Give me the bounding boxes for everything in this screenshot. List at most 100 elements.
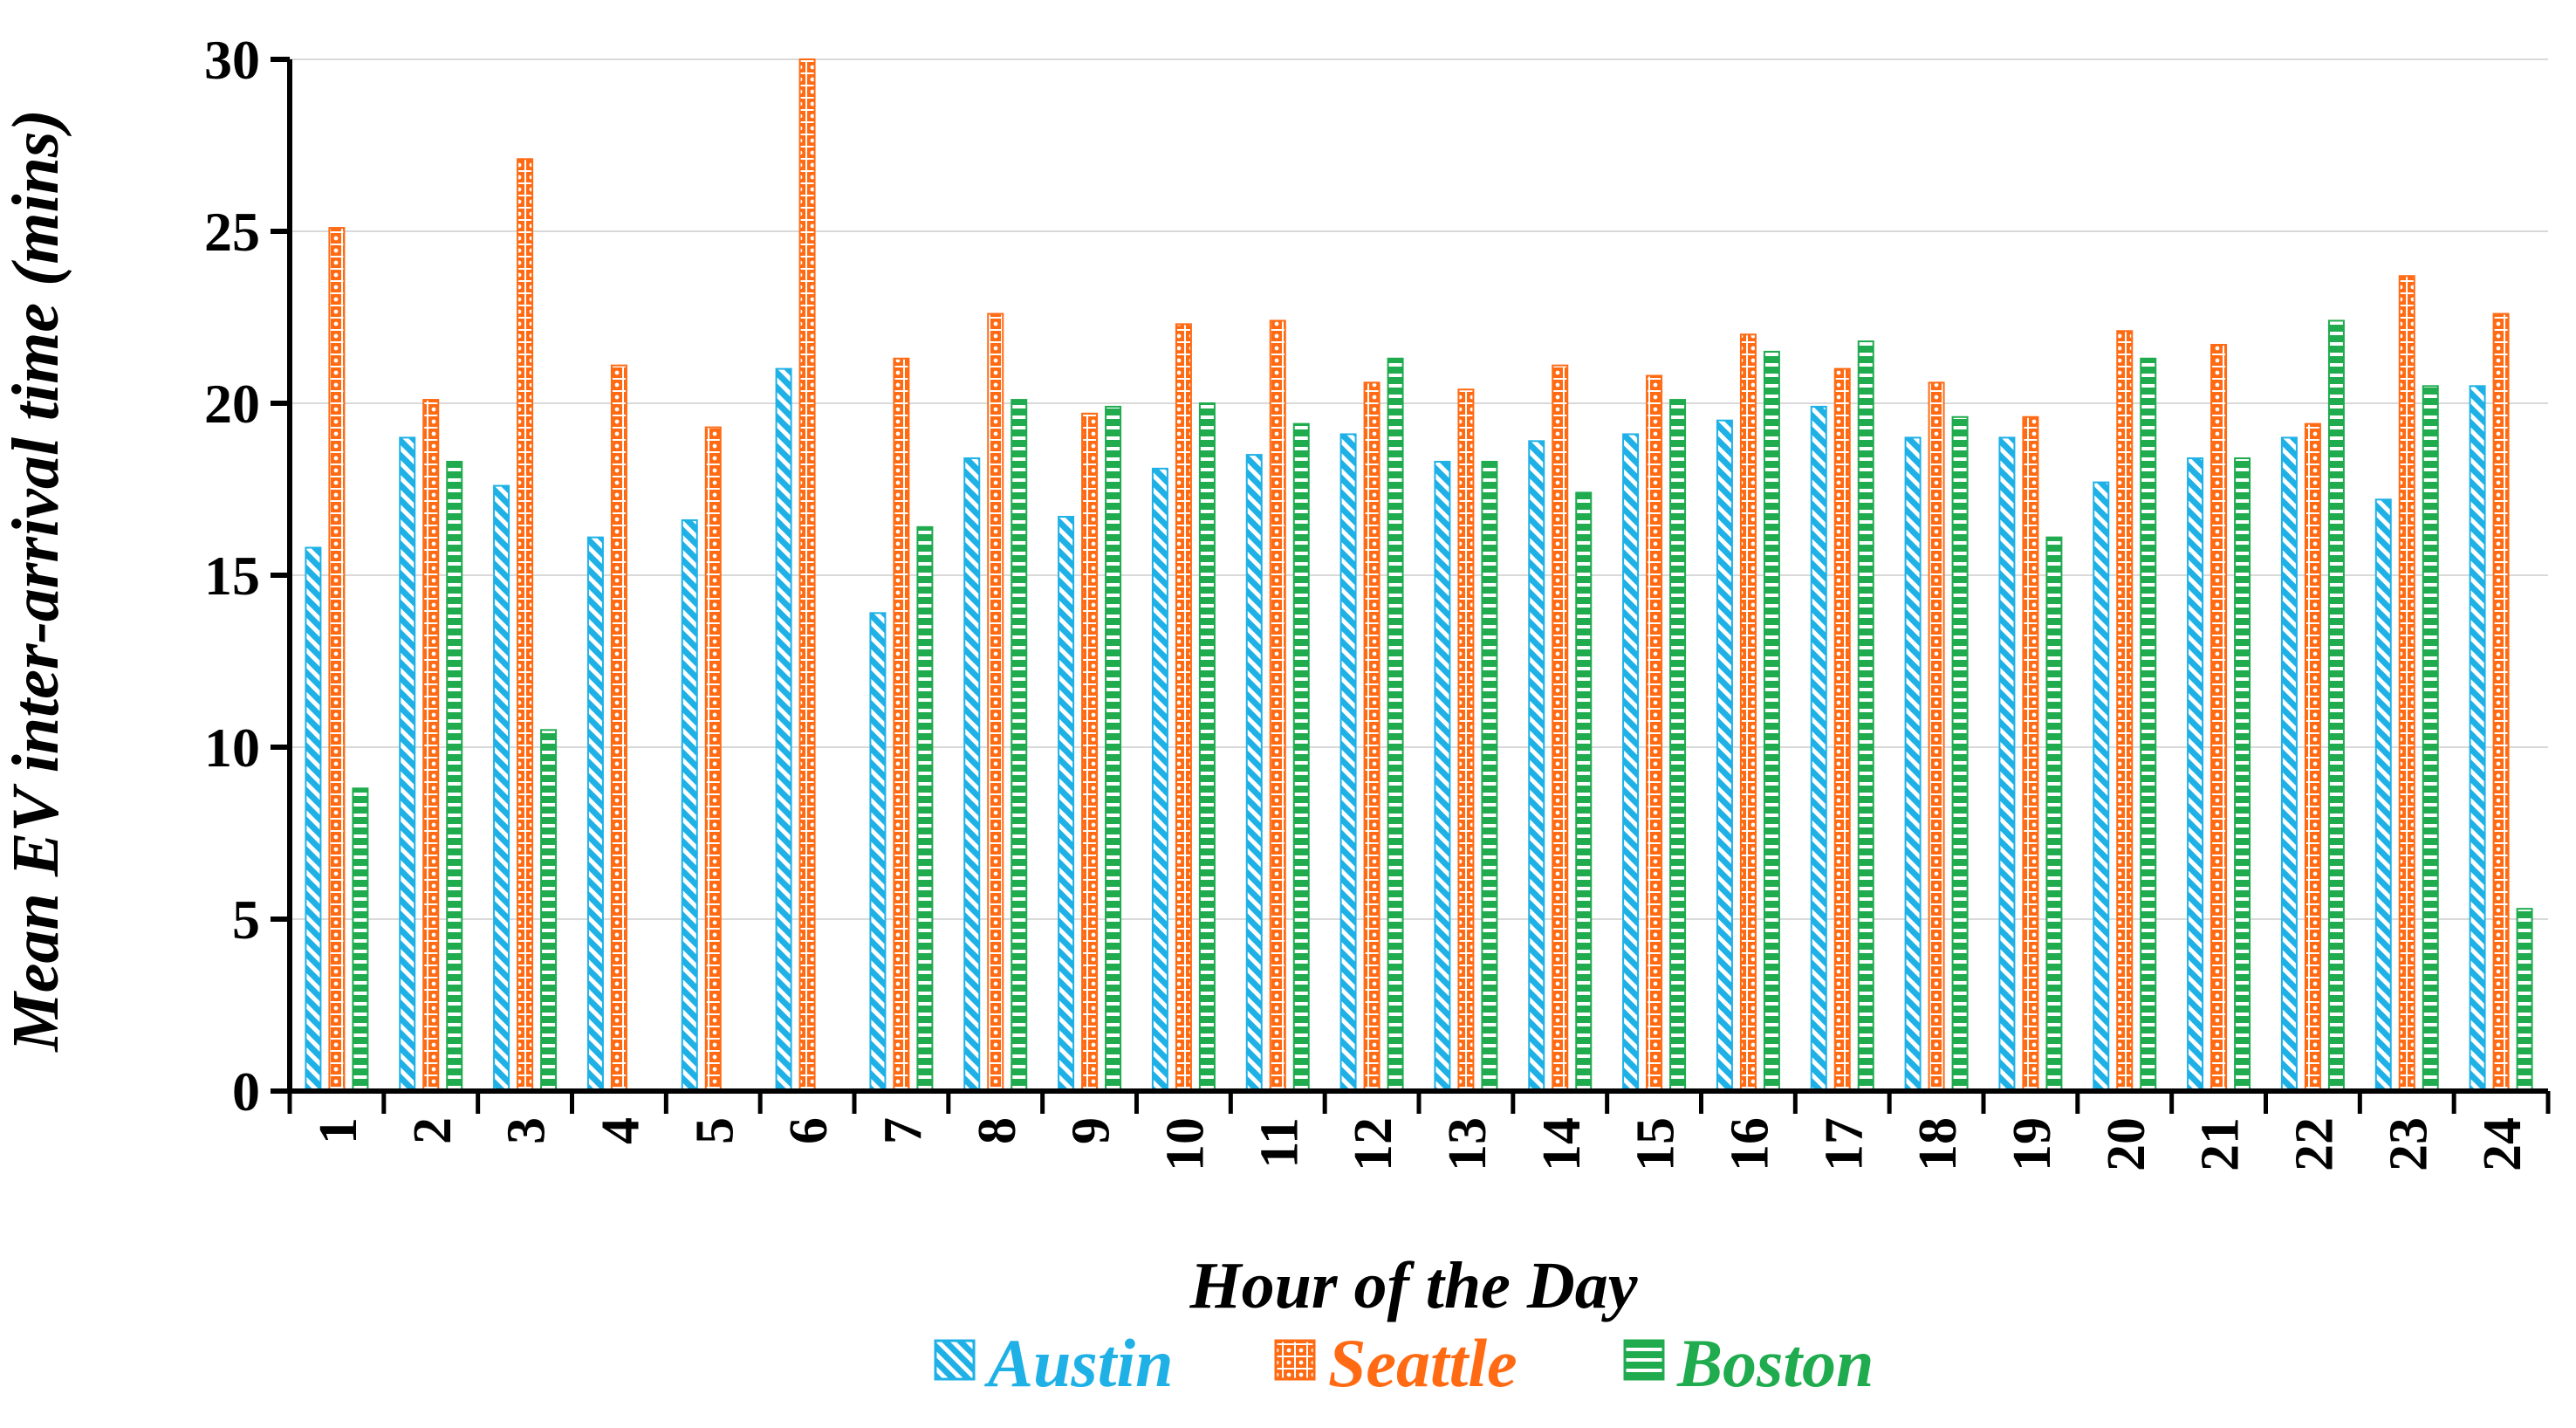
bar-seattle-12 bbox=[1363, 381, 1380, 1092]
bar-boston-17 bbox=[1857, 340, 1874, 1092]
bar-austin-5 bbox=[681, 518, 698, 1092]
bar-seattle-2 bbox=[422, 399, 440, 1092]
x-tick-label: 22 bbox=[2285, 1117, 2344, 1171]
x-tick-label: 17 bbox=[1814, 1117, 1874, 1171]
x-tick-label: 7 bbox=[874, 1117, 933, 1144]
y-tick-label: 15 bbox=[204, 545, 260, 607]
bar-austin-24 bbox=[2469, 385, 2486, 1092]
legend-swatch-austin bbox=[934, 1339, 976, 1381]
bar-austin-18 bbox=[1904, 436, 1922, 1092]
bar-seattle-13 bbox=[1457, 388, 1475, 1092]
bar-austin-21 bbox=[2187, 457, 2204, 1092]
bar-seattle-7 bbox=[893, 357, 910, 1092]
x-tick-label: 20 bbox=[2097, 1117, 2156, 1171]
bar-austin-23 bbox=[2374, 498, 2392, 1092]
bar-boston-11 bbox=[1292, 422, 1310, 1092]
bar-boston-21 bbox=[2234, 457, 2251, 1092]
x-tick-label: 18 bbox=[1908, 1117, 1968, 1171]
bar-austin-3 bbox=[493, 484, 510, 1092]
bar-austin-11 bbox=[1245, 454, 1263, 1092]
bar-austin-6 bbox=[775, 367, 792, 1093]
bar-austin-4 bbox=[586, 536, 604, 1092]
bar-austin-20 bbox=[2093, 481, 2110, 1092]
bar-boston-8 bbox=[1011, 399, 1028, 1092]
y-tick-label: 20 bbox=[204, 373, 260, 435]
bar-seattle-17 bbox=[1833, 367, 1851, 1093]
bar-seattle-23 bbox=[2398, 275, 2415, 1093]
bar-austin-12 bbox=[1339, 433, 1357, 1092]
x-tick-label: 14 bbox=[1532, 1117, 1592, 1171]
bar-austin-16 bbox=[1716, 419, 1733, 1092]
bar-seattle-11 bbox=[1269, 319, 1286, 1092]
bar-boston-16 bbox=[1763, 350, 1780, 1092]
y-tick-label: 5 bbox=[232, 889, 260, 951]
legend: Austin Seattle Boston bbox=[934, 1325, 1874, 1401]
x-tick-label: 12 bbox=[1344, 1117, 1403, 1171]
bar-seattle-4 bbox=[610, 364, 627, 1093]
bar-boston-15 bbox=[1669, 399, 1687, 1092]
bar-seattle-10 bbox=[1175, 323, 1192, 1092]
x-tick-label: 3 bbox=[497, 1117, 557, 1144]
x-tick-label: 4 bbox=[591, 1117, 650, 1144]
bar-austin-9 bbox=[1058, 516, 1075, 1092]
bar-seattle-5 bbox=[704, 426, 722, 1092]
bar-austin-14 bbox=[1528, 440, 1545, 1092]
y-axis-title: Mean EV inter-arrival time (mins) bbox=[0, 109, 72, 1053]
bar-austin-1 bbox=[305, 546, 322, 1092]
y-tick-label: 25 bbox=[204, 201, 260, 263]
bar-austin-19 bbox=[1998, 436, 2016, 1092]
bar-seattle-18 bbox=[1928, 381, 1945, 1092]
legend-label-seattle: Seattle bbox=[1328, 1325, 1518, 1401]
bar-boston-19 bbox=[2045, 536, 2063, 1092]
x-tick-label: 24 bbox=[2473, 1117, 2532, 1171]
legend-label-boston: Boston bbox=[1676, 1325, 1874, 1401]
x-tick-label: 2 bbox=[403, 1117, 462, 1144]
bar-austin-8 bbox=[963, 457, 981, 1092]
x-tick-label: 23 bbox=[2379, 1117, 2438, 1171]
bar-boston-23 bbox=[2422, 385, 2439, 1092]
x-tick-label: 1 bbox=[309, 1117, 368, 1144]
bar-seattle-22 bbox=[2304, 422, 2321, 1092]
x-tick-label: 15 bbox=[1627, 1117, 1686, 1171]
x-tick-label: 16 bbox=[1720, 1117, 1779, 1171]
bar-boston-1 bbox=[352, 787, 369, 1093]
bar-seattle-9 bbox=[1081, 412, 1099, 1092]
bar-austin-2 bbox=[399, 436, 416, 1092]
x-tick-label: 21 bbox=[2191, 1117, 2251, 1171]
bar-boston-7 bbox=[916, 525, 934, 1092]
bar-boston-14 bbox=[1575, 491, 1593, 1092]
legend-swatch-boston bbox=[1623, 1339, 1665, 1381]
bar-seattle-24 bbox=[2492, 312, 2510, 1092]
bar-austin-17 bbox=[1810, 405, 1827, 1092]
bar-seattle-8 bbox=[987, 312, 1004, 1092]
axes bbox=[271, 57, 2551, 1114]
legend-label-austin: Austin bbox=[983, 1325, 1173, 1401]
bar-boston-20 bbox=[2140, 357, 2157, 1092]
bar-boston-3 bbox=[540, 729, 558, 1092]
bar-austin-13 bbox=[1434, 460, 1451, 1092]
bar-seattle-15 bbox=[1646, 374, 1663, 1093]
bar-seattle-21 bbox=[2210, 344, 2228, 1092]
x-axis-title: Hour of the Day bbox=[1189, 1249, 1638, 1322]
bar-seattle-16 bbox=[1739, 333, 1757, 1092]
y-tick-label: 30 bbox=[204, 29, 260, 91]
bar-boston-2 bbox=[446, 460, 463, 1092]
bar-austin-7 bbox=[869, 612, 887, 1092]
bar-seattle-6 bbox=[798, 58, 816, 1092]
bar-boston-9 bbox=[1105, 405, 1122, 1092]
bar-boston-10 bbox=[1198, 402, 1216, 1092]
bar-seattle-1 bbox=[328, 227, 346, 1092]
bar-boston-12 bbox=[1387, 357, 1404, 1092]
bar-boston-22 bbox=[2327, 319, 2345, 1092]
y-tick-label: 0 bbox=[232, 1061, 260, 1122]
x-tick-label: 8 bbox=[968, 1117, 1027, 1144]
bar-boston-13 bbox=[1481, 460, 1498, 1092]
bar-seattle-3 bbox=[517, 158, 534, 1092]
bar-austin-22 bbox=[2280, 436, 2298, 1092]
bar-seattle-19 bbox=[2022, 415, 2039, 1092]
x-tick-label: 19 bbox=[2003, 1117, 2062, 1171]
bar-boston-24 bbox=[2516, 908, 2533, 1093]
